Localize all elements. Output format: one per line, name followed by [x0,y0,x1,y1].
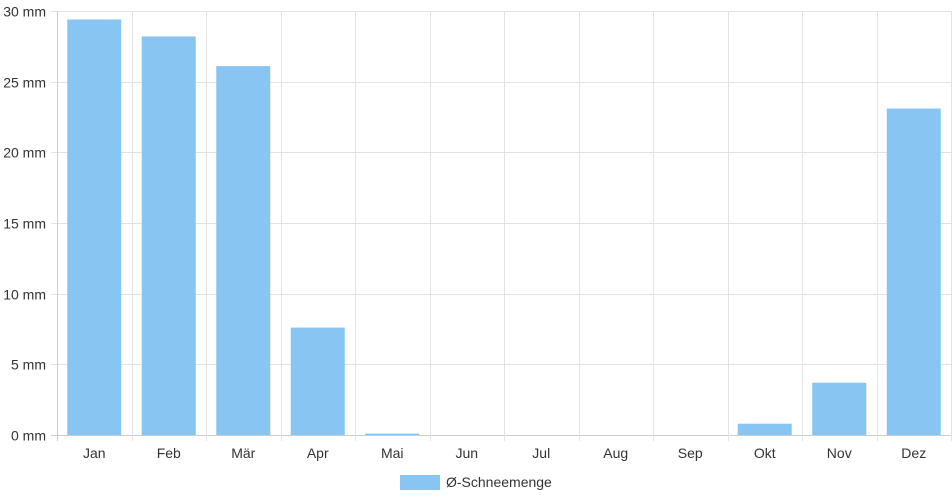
y-tick-label: 5 mm [11,357,46,373]
bar-nov [812,382,867,435]
bar-dez [886,108,941,436]
y-tick-label: 15 mm [3,216,46,232]
y-tick-label: 30 mm [3,4,46,20]
bar-okt [737,423,792,435]
x-tick-label: Apr [307,445,329,461]
legend-label: Ø-Schneemenge [446,474,552,490]
bar-mär [216,66,271,436]
x-tick-label: Jun [455,445,478,461]
bar-mai [365,433,420,435]
x-tick-label: Okt [754,445,776,461]
y-tick-label: 10 mm [3,287,46,303]
x-tick-label: Dez [901,445,926,461]
x-tick-label: Sep [678,445,703,461]
x-tick-label: Mär [231,445,255,461]
x-tick-label: Aug [603,445,628,461]
bar-jan [67,19,122,435]
x-tick-label: Feb [157,445,181,461]
x-tick-label: Nov [827,445,852,461]
y-tick-label: 0 mm [11,428,46,444]
y-tick-label: 25 mm [3,75,46,91]
bar-apr [290,327,345,435]
bar-feb [141,36,196,435]
legend-swatch [400,475,440,490]
x-tick-label: Mai [381,445,404,461]
x-tick-label: Jan [83,445,106,461]
y-tick-label: 20 mm [3,145,46,161]
x-tick-label: Jul [532,445,550,461]
